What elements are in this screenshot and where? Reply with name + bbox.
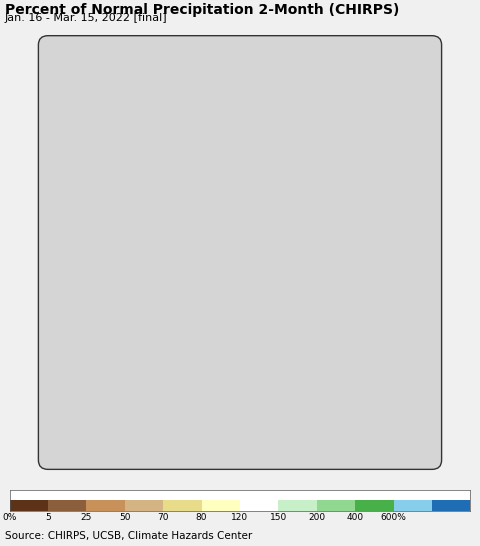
- Text: 50: 50: [119, 513, 131, 522]
- Text: 400: 400: [347, 513, 364, 522]
- Bar: [240, 500, 278, 521]
- Text: Jan. 16 - Mar. 15, 2022 [final]: Jan. 16 - Mar. 15, 2022 [final]: [5, 13, 168, 22]
- Text: 70: 70: [157, 513, 169, 522]
- Text: 5: 5: [45, 513, 51, 522]
- Bar: [48, 500, 86, 521]
- Bar: [355, 500, 394, 521]
- Bar: [278, 500, 317, 521]
- Text: 150: 150: [270, 513, 287, 522]
- Bar: [10, 500, 48, 521]
- Text: Source: CHIRPS, UCSB, Climate Hazards Center: Source: CHIRPS, UCSB, Climate Hazards Ce…: [5, 531, 252, 541]
- Bar: [163, 500, 202, 521]
- Bar: [394, 500, 432, 521]
- Bar: [125, 500, 163, 521]
- FancyBboxPatch shape: [38, 35, 442, 470]
- Text: 120: 120: [231, 513, 249, 522]
- Bar: [317, 500, 355, 521]
- Text: 600%: 600%: [381, 513, 407, 522]
- Bar: [86, 500, 125, 521]
- Text: 200: 200: [308, 513, 325, 522]
- Bar: [202, 500, 240, 521]
- Text: Percent of Normal Precipitation 2-Month (CHIRPS): Percent of Normal Precipitation 2-Month …: [5, 3, 399, 17]
- Text: 25: 25: [81, 513, 92, 522]
- Bar: [432, 500, 470, 521]
- Text: 80: 80: [196, 513, 207, 522]
- Text: 0%: 0%: [2, 513, 17, 522]
